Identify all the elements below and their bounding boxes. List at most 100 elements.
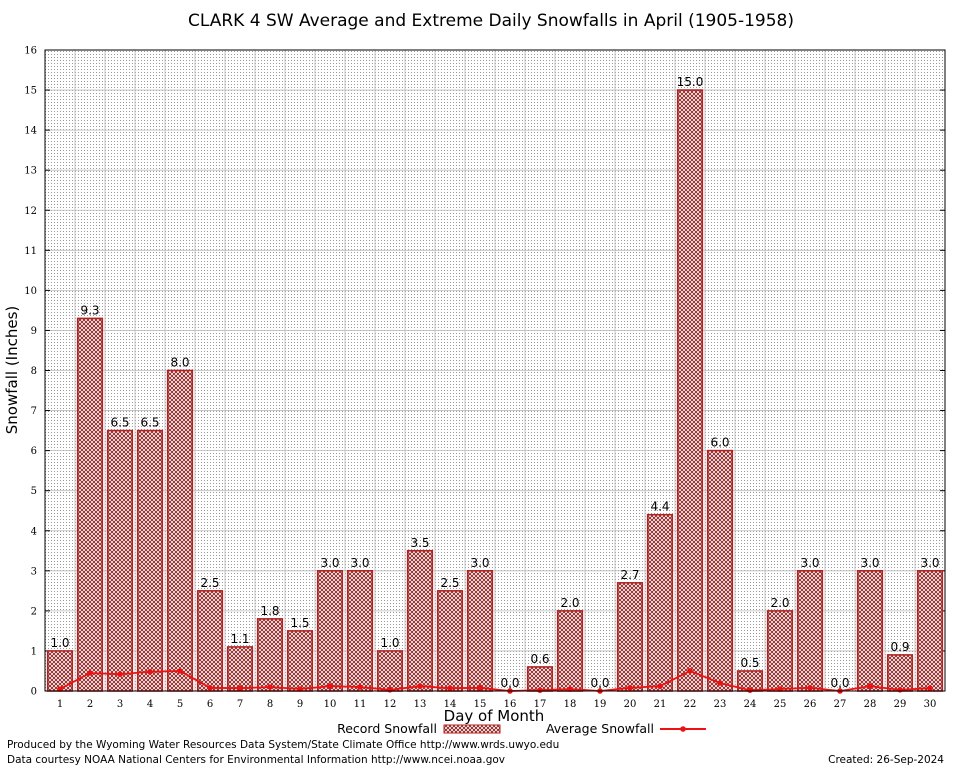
record-label-day-7: 1.1 (230, 632, 249, 646)
legend: Record Snowfall Average Snowfall (337, 721, 706, 736)
x-tick-label: 18 (564, 699, 577, 710)
x-tick-label: 19 (594, 699, 607, 710)
legend-average-marker (680, 726, 686, 732)
x-tick-label: 26 (804, 699, 817, 710)
y-tick-label: 6 (31, 446, 37, 457)
average-point-day-10 (327, 683, 333, 689)
y-axis-label: Snowfall (Inches) (3, 306, 21, 434)
x-tick-label: 15 (474, 699, 487, 710)
average-point-day-15 (477, 684, 483, 691)
legend-record-swatch (443, 724, 501, 734)
x-tick-label: 16 (504, 699, 517, 710)
average-point-day-5 (177, 668, 183, 674)
average-point-day-23 (717, 680, 723, 686)
record-label-day-30: 3.0 (920, 556, 939, 570)
average-point-day-8 (267, 684, 273, 690)
record-bar-day-8 (256, 618, 284, 692)
average-point-day-13 (417, 683, 423, 689)
average-point-day-14 (447, 685, 453, 691)
x-tick-label: 11 (354, 699, 367, 710)
average-point-day-21 (657, 683, 663, 689)
record-label-day-15: 3.0 (470, 556, 489, 570)
record-bar-day-12 (376, 650, 404, 692)
record-label-day-26: 3.0 (800, 556, 819, 570)
average-point-day-2 (87, 670, 93, 676)
record-label-day-4: 6.5 (140, 416, 159, 430)
record-label-day-14: 2.5 (440, 576, 459, 590)
y-tick-label: 8 (31, 366, 37, 377)
x-tick-label: 3 (117, 699, 123, 710)
record-bar-day-17 (526, 666, 554, 692)
x-tick-label: 7 (237, 699, 243, 710)
footer-data-courtesy: Data courtesy NOAA National Centers for … (7, 754, 505, 766)
record-bar-day-20 (616, 582, 644, 692)
x-tick-label: 27 (834, 699, 847, 710)
x-tick-label: 12 (384, 699, 397, 710)
average-point-day-9 (297, 686, 303, 692)
y-tick-label: 0 (31, 687, 37, 698)
chart-title: CLARK 4 SW Average and Extreme Daily Sno… (188, 11, 794, 31)
record-label-day-8: 1.8 (260, 604, 279, 618)
legend-average-label: Average Snowfall (546, 721, 654, 736)
record-label-day-21: 4.4 (650, 500, 669, 514)
y-tick-label: 7 (31, 406, 37, 417)
record-bar-day-30 (916, 570, 944, 692)
record-bar-day-11 (346, 570, 374, 692)
record-label-day-12: 1.0 (380, 636, 399, 650)
y-tick-label: 14 (24, 126, 37, 137)
record-bar-day-2 (76, 317, 104, 692)
x-tick-label: 23 (714, 699, 727, 710)
record-label-day-13: 3.5 (410, 536, 429, 550)
x-tick-label: 22 (684, 699, 697, 710)
average-point-day-4 (147, 668, 153, 675)
record-label-day-29: 0.9 (890, 640, 909, 654)
average-point-day-17 (537, 687, 543, 693)
record-label-day-27: 0.0 (830, 676, 849, 690)
x-tick-label: 21 (654, 699, 667, 710)
average-point-day-11 (357, 684, 363, 690)
record-label-day-16: 0.0 (500, 676, 519, 690)
x-tick-label: 4 (147, 699, 153, 710)
legend-record-label: Record Snowfall (337, 721, 437, 736)
x-tick-label: 24 (744, 699, 757, 710)
record-bar-day-29 (886, 654, 914, 692)
footer-produced-by: Produced by the Wyoming Water Resources … (7, 739, 559, 751)
record-bar-day-3 (106, 429, 134, 692)
x-axis-label: Day of Month (444, 707, 545, 725)
y-tick-label: 3 (31, 566, 37, 577)
record-label-day-11: 3.0 (350, 556, 369, 570)
record-bar-day-25 (766, 610, 794, 692)
average-point-day-22 (687, 668, 693, 674)
record-bar-day-21 (646, 513, 674, 692)
record-label-day-22: 15.0 (677, 75, 704, 89)
average-point-day-18 (567, 686, 573, 692)
record-label-day-6: 2.5 (200, 576, 219, 590)
y-tick-label: 13 (24, 166, 37, 177)
record-bar-day-7 (226, 646, 254, 692)
record-bar-day-15 (466, 570, 494, 692)
x-tick-label: 25 (774, 699, 787, 710)
record-bar-day-28 (856, 570, 884, 692)
y-tick-label: 4 (31, 526, 37, 537)
record-label-day-24: 0.5 (740, 656, 759, 670)
record-bar-day-13 (406, 549, 434, 692)
average-point-day-12 (387, 686, 393, 693)
footer-created-date: Created: 26-Sep-2024 (828, 754, 944, 766)
average-point-day-28 (867, 683, 873, 689)
record-label-day-10: 3.0 (320, 556, 339, 570)
y-tick-label: 10 (24, 286, 37, 297)
record-snowfall-bars (46, 89, 944, 692)
x-tick-label: 8 (267, 699, 273, 710)
average-point-day-24 (747, 687, 753, 693)
y-tick-label: 2 (31, 606, 37, 617)
record-label-day-17: 0.6 (530, 652, 549, 666)
y-tick-label: 1 (31, 646, 37, 657)
record-bar-day-26 (796, 570, 824, 692)
average-point-day-20 (627, 684, 633, 691)
record-label-day-23: 6.0 (710, 436, 729, 450)
x-tick-label: 5 (177, 699, 183, 710)
record-label-day-19: 0.0 (590, 676, 609, 690)
record-label-day-20: 2.7 (620, 568, 639, 582)
